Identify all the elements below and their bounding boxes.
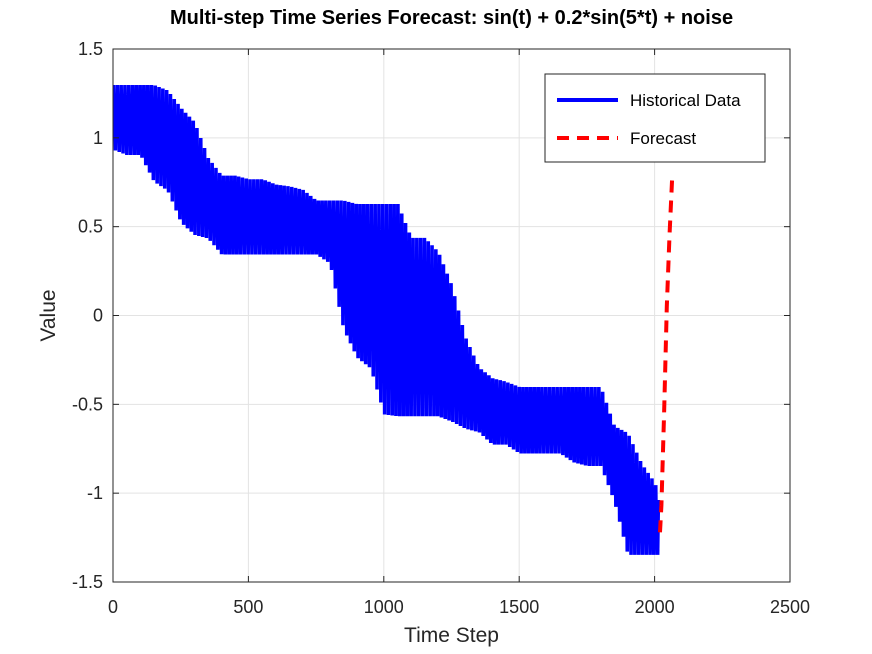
y-tick-label: -1 [87, 483, 103, 503]
x-axis-label: Time Step [404, 624, 499, 647]
y-tick-label: 1 [93, 128, 103, 148]
x-tick-label: 1000 [364, 597, 404, 617]
y-tick-label: 0 [93, 306, 103, 326]
x-tick-label: 1500 [499, 597, 539, 617]
x-tick-label: 0 [108, 597, 118, 617]
legend: Historical Data Forecast [544, 73, 766, 163]
y-axis-label: Value [37, 289, 60, 341]
legend-label-historical: Historical Data [630, 91, 741, 110]
legend-label-forecast: Forecast [630, 129, 696, 148]
x-tick-label: 2000 [635, 597, 675, 617]
x-tick-label: 500 [233, 597, 263, 617]
y-tick-label: 0.5 [78, 217, 103, 237]
historical-data-line [112, 85, 661, 555]
data-layer [112, 85, 675, 555]
chart-title: Multi-step Time Series Forecast: sin(t) … [170, 7, 733, 29]
x-tick-label: 2500 [770, 597, 810, 617]
y-tick-label: -0.5 [72, 394, 103, 414]
ticks: 0 500 1000 1500 2000 2500 1.5 1 0.5 0 -0.5 -1 -1.5 [72, 39, 810, 617]
y-tick-label: -1.5 [72, 572, 103, 592]
y-tick-label: 1.5 [78, 39, 103, 59]
forecast-line [658, 176, 675, 533]
legend-box [544, 73, 766, 163]
